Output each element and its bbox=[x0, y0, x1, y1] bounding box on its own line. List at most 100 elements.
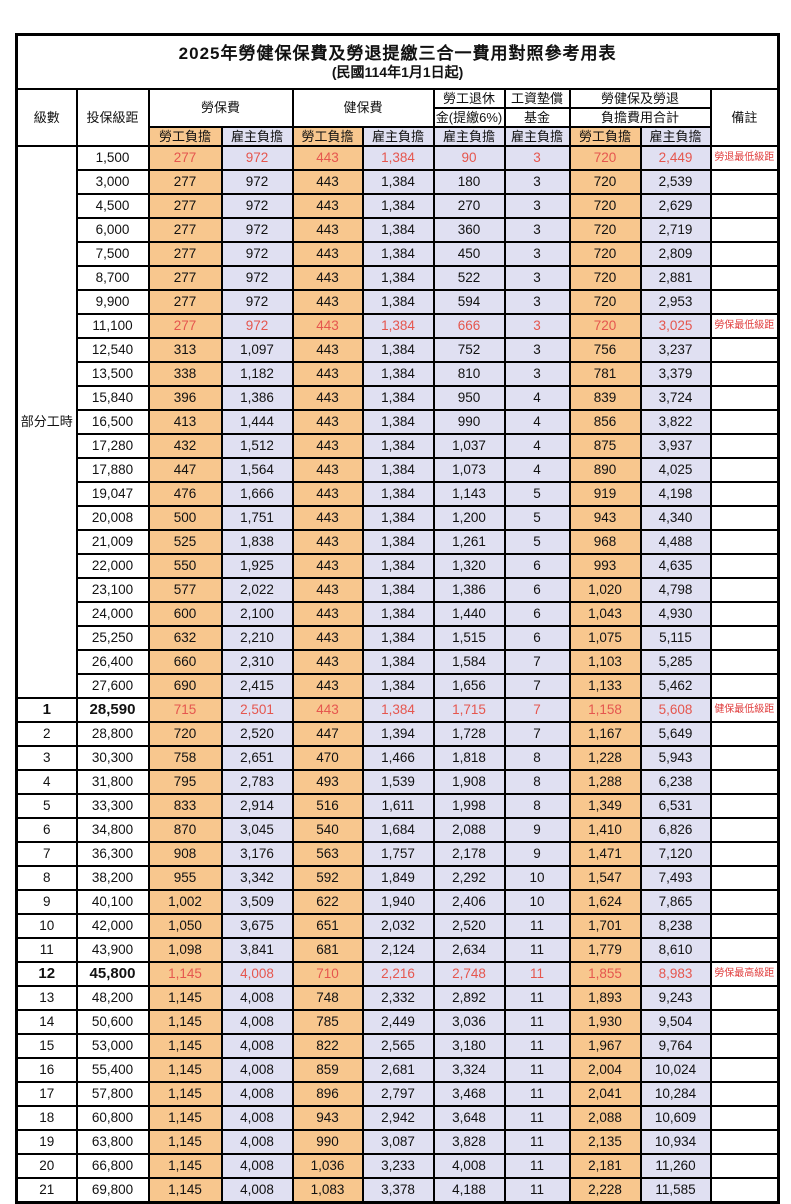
total-employee-cell: 2,041 bbox=[568, 1081, 642, 1107]
pension-employer-cell: 666 bbox=[432, 313, 506, 339]
health-employer-cell: 1,384 bbox=[361, 313, 435, 339]
labor-employee-cell: 277 bbox=[147, 313, 223, 339]
total-employer-cell: 9,243 bbox=[639, 985, 712, 1011]
total-employer-cell: 4,798 bbox=[639, 577, 712, 603]
health-employee-cell: 443 bbox=[291, 553, 364, 579]
note-cell bbox=[709, 817, 780, 843]
labor-employer-cell: 1,386 bbox=[220, 385, 294, 411]
total-employer-cell: 9,504 bbox=[639, 1009, 712, 1035]
labor-employee-cell: 660 bbox=[147, 649, 223, 675]
note-cell bbox=[709, 433, 780, 459]
labor-employer-cell: 2,310 bbox=[220, 649, 294, 675]
fund-employer-cell: 8 bbox=[503, 745, 571, 771]
labor-employer-cell: 972 bbox=[220, 313, 294, 339]
table-row: 4,500 277 972 443 1,384 270 3 720 2,629 bbox=[17, 193, 780, 219]
bracket-cell: 40,100 bbox=[75, 889, 150, 915]
health-employee-cell: 447 bbox=[291, 721, 364, 747]
health-employer-cell: 1,384 bbox=[361, 577, 435, 603]
labor-employee-cell: 277 bbox=[147, 241, 223, 267]
total-employee-cell: 1,624 bbox=[568, 889, 642, 915]
note-cell bbox=[709, 721, 780, 747]
bracket-cell: 69,800 bbox=[75, 1177, 150, 1204]
pension-employer-cell: 2,634 bbox=[432, 937, 506, 963]
total-employee-cell: 1,701 bbox=[568, 913, 642, 939]
level-cell: 8 bbox=[15, 865, 78, 891]
labor-employer-cell: 2,415 bbox=[220, 673, 294, 699]
fund-employer-cell: 4 bbox=[503, 409, 571, 435]
labor-employer-cell: 2,914 bbox=[220, 793, 294, 819]
health-employer-cell: 1,384 bbox=[361, 145, 435, 171]
health-employee-cell: 443 bbox=[291, 337, 364, 363]
page-title: 2025年勞健保保費及勞退提繳三合一費用對照參考用表 bbox=[178, 43, 617, 63]
total-employee-cell: 720 bbox=[568, 193, 642, 219]
health-employee-cell: 710 bbox=[291, 961, 364, 987]
fund-employer-cell: 10 bbox=[503, 865, 571, 891]
labor-employee-cell: 600 bbox=[147, 601, 223, 627]
health-employer-cell: 1,539 bbox=[361, 769, 435, 795]
table-row: 7 36,300 908 3,176 563 1,757 2,178 9 1,471 7,120 bbox=[15, 841, 780, 867]
health-employer-cell: 1,384 bbox=[361, 385, 435, 411]
table-row: 4 31,800 795 2,783 493 1,539 1,908 8 1,288 6,238 bbox=[15, 769, 780, 795]
total-employer-cell: 4,930 bbox=[639, 601, 712, 627]
note-cell bbox=[709, 1105, 780, 1131]
total-employee-cell: 1,547 bbox=[568, 865, 642, 891]
labor-employer-cell: 2,501 bbox=[220, 697, 294, 723]
header-pension-line2: 金(提繳6%) bbox=[432, 107, 506, 128]
premium-reference-table: 2025年勞健保保費及勞退提繳三合一費用對照參考用表 (民國114年1月1日起)… bbox=[15, 33, 781, 1204]
bracket-cell: 22,000 bbox=[75, 553, 150, 579]
labor-employer-cell: 1,564 bbox=[220, 457, 294, 483]
total-employee-cell: 1,043 bbox=[568, 601, 642, 627]
header-bracket: 投保級距 bbox=[75, 88, 150, 147]
labor-employer-cell: 2,520 bbox=[220, 721, 294, 747]
labor-employee-cell: 632 bbox=[147, 625, 223, 651]
header-total-line2: 負擔費用合計 bbox=[568, 107, 712, 128]
note-cell bbox=[709, 217, 780, 243]
health-employer-cell: 3,087 bbox=[361, 1129, 435, 1155]
labor-employee-cell: 1,145 bbox=[147, 1081, 223, 1107]
bracket-cell: 36,300 bbox=[75, 841, 150, 867]
bracket-cell: 16,500 bbox=[75, 409, 150, 435]
bracket-cell: 21,009 bbox=[75, 529, 150, 555]
level-cell: 13 bbox=[15, 985, 78, 1011]
total-employer-cell: 3,937 bbox=[639, 433, 712, 459]
reference-table-sheet: 2025年勞健保保費及勞退提繳三合一費用對照參考用表 (民國114年1月1日起)… bbox=[15, 33, 781, 1204]
fund-employer-cell: 3 bbox=[503, 337, 571, 363]
labor-employee-cell: 550 bbox=[147, 553, 223, 579]
labor-employee-cell: 1,145 bbox=[147, 1057, 223, 1083]
table-row: 19,047 476 1,666 443 1,384 1,143 5 919 4,198 bbox=[17, 481, 780, 507]
note-cell: 健保最低級距 bbox=[709, 697, 780, 723]
pension-employer-cell: 4,008 bbox=[432, 1153, 506, 1179]
total-employee-cell: 1,167 bbox=[568, 721, 642, 747]
level-cell: 18 bbox=[15, 1105, 78, 1131]
table-row: 16,500 413 1,444 443 1,384 990 4 856 3,822 bbox=[17, 409, 780, 435]
total-employer-cell: 2,449 bbox=[639, 145, 712, 171]
total-employer-cell: 11,585 bbox=[639, 1177, 712, 1204]
note-cell bbox=[709, 1057, 780, 1083]
note-cell: 勞保最高級距 bbox=[709, 961, 780, 987]
total-employer-cell: 8,983 bbox=[639, 961, 712, 987]
pension-employer-cell: 1,656 bbox=[432, 673, 506, 699]
note-cell bbox=[709, 601, 780, 627]
health-employee-cell: 563 bbox=[291, 841, 364, 867]
labor-employer-cell: 2,022 bbox=[220, 577, 294, 603]
table-row: 17,880 447 1,564 443 1,384 1,073 4 890 4,025 bbox=[17, 457, 780, 483]
table-row: 20,008 500 1,751 443 1,384 1,200 5 943 4,340 bbox=[17, 505, 780, 531]
fund-employer-cell: 3 bbox=[503, 361, 571, 387]
note-cell bbox=[709, 289, 780, 315]
health-employee-cell: 443 bbox=[291, 289, 364, 315]
labor-employee-cell: 413 bbox=[147, 409, 223, 435]
total-employer-cell: 2,881 bbox=[639, 265, 712, 291]
level-cell: 5 bbox=[15, 793, 78, 819]
labor-employer-cell: 4,008 bbox=[220, 985, 294, 1011]
note-cell bbox=[709, 937, 780, 963]
subheader-health-employer: 雇主負擔 bbox=[361, 126, 435, 147]
table-row: 7,500 277 972 443 1,384 450 3 720 2,809 bbox=[17, 241, 780, 267]
table-row: 12 45,800 1,145 4,008 710 2,216 2,748 11 1,855 8,… bbox=[15, 961, 780, 987]
fund-employer-cell: 6 bbox=[503, 625, 571, 651]
total-employer-cell: 4,340 bbox=[639, 505, 712, 531]
bracket-cell: 30,300 bbox=[75, 745, 150, 771]
health-employer-cell: 1,611 bbox=[361, 793, 435, 819]
pension-employer-cell: 1,386 bbox=[432, 577, 506, 603]
labor-employer-cell: 4,008 bbox=[220, 1057, 294, 1083]
health-employer-cell: 1,384 bbox=[361, 481, 435, 507]
